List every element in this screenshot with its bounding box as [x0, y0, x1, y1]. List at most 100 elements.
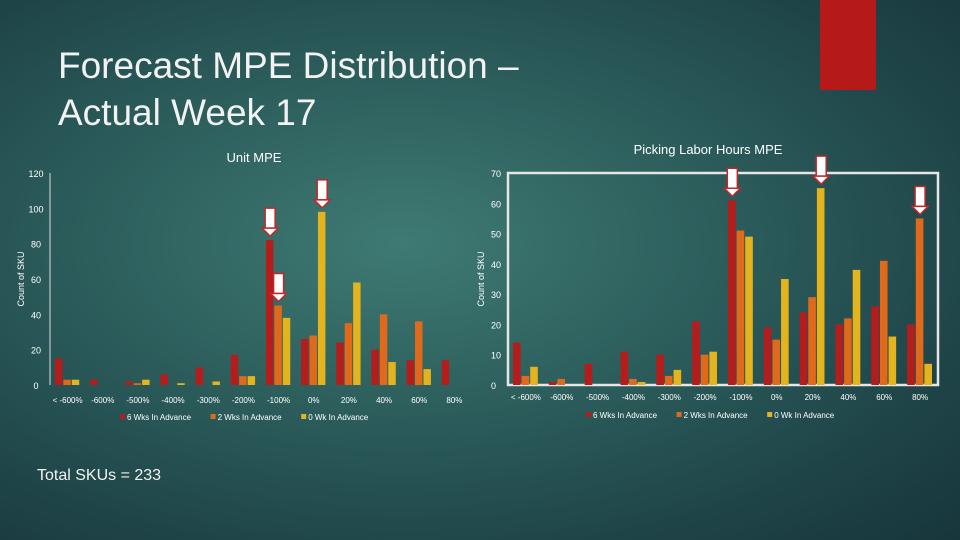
picking-labor-bar	[620, 351, 629, 385]
picking-labor-bar	[692, 321, 700, 385]
unit-mpe-x-tick-label: 40%	[376, 396, 392, 405]
unit-mpe-marker-arrow-head	[260, 227, 280, 238]
unit-mpe-bar	[212, 381, 220, 385]
picking-labor-legend-swatch	[767, 412, 773, 417]
picking-labor-x-tick-label: 20%	[805, 393, 821, 402]
unit-mpe-bar	[388, 362, 396, 385]
unit-mpe-bar	[441, 360, 450, 385]
unit-mpe-x-tick-label: -200%	[232, 396, 255, 405]
unit-mpe-y-axis-label: Count of SKU	[16, 251, 26, 306]
unit-mpe-bar	[423, 369, 431, 385]
picking-labor-bar	[728, 200, 736, 385]
unit-mpe-legend-swatch	[301, 414, 307, 419]
unit-mpe-bar	[282, 317, 291, 385]
picking-labor-bar	[513, 342, 521, 385]
picking-labor-marker-arrow-shaft	[815, 155, 827, 177]
unit-mpe-bar	[133, 383, 142, 385]
picking-labor-bar	[924, 363, 932, 385]
unit-mpe-y-tick-label: 120	[28, 169, 43, 179]
unit-mpe-bar	[274, 305, 282, 385]
slide-title-line-1: Forecast MPE Distribution –	[58, 45, 519, 86]
picking-labor-x-tick-label: -100%	[729, 393, 752, 402]
unit-mpe-bar	[195, 367, 204, 385]
picking-labor-title: Picking Labor Hours MPE	[634, 142, 783, 157]
unit-mpe-x-tick-label: -400%	[162, 396, 185, 405]
picking-labor-bar	[879, 260, 888, 385]
picking-labor-y-axis-label: Count of SKU	[476, 251, 486, 306]
picking-labor-bar	[915, 218, 924, 385]
unit-mpe-bar	[54, 358, 63, 385]
picking-labor-bar	[736, 230, 745, 385]
unit-mpe-y-tick-label: 40	[31, 310, 41, 320]
picking-labor-legend-swatch	[586, 412, 591, 417]
picking-labor-plot-frame	[506, 171, 940, 387]
picking-labor-bar	[808, 297, 816, 385]
unit-mpe-bar	[353, 282, 361, 385]
picking-labor-y-tick-label: 0	[491, 381, 496, 391]
picking-labor-bar	[673, 369, 682, 385]
picking-labor-y-tick-label: 70	[491, 169, 501, 179]
unit-mpe-bar	[371, 349, 379, 385]
picking-labor-bar	[637, 381, 646, 385]
unit-mpe-y-tick-label: 60	[31, 275, 41, 285]
unit-mpe-x-tick-label: 80%	[446, 396, 462, 405]
picking-labor-x-tick-label: -600%	[550, 393, 573, 402]
picking-labor-bar	[781, 279, 789, 385]
picking-labor-bar	[835, 324, 844, 385]
picking-labor-bar	[888, 336, 897, 385]
picking-labor-bar	[548, 381, 557, 385]
slide-title: Forecast MPE Distribution – Actual Week …	[58, 42, 618, 136]
picking-labor-y-tick-label: 30	[491, 290, 501, 300]
unit-mpe-x-tick-label: 60%	[411, 396, 427, 405]
unit-mpe-bar	[379, 314, 388, 385]
unit-mpe-bar	[160, 374, 168, 385]
unit-mpe-bar	[230, 354, 239, 385]
picking-labor-bar	[530, 366, 538, 385]
picking-labor-x-tick-label: 60%	[876, 393, 892, 402]
unit-mpe-marker-arrow-head	[312, 199, 333, 209]
picking-labor-bar	[629, 378, 637, 385]
picking-labor-bar	[852, 269, 861, 385]
unit-mpe-bar	[415, 321, 423, 385]
unit-mpe-bar	[265, 240, 274, 385]
unit-mpe-bar	[239, 376, 247, 385]
picking-labor-marker-arrow-shaft	[914, 185, 926, 208]
unit-mpe-legend-entry: 2 Wks In Advance	[218, 413, 283, 422]
unit-mpe-y-tick-label: 80	[31, 240, 41, 250]
unit-mpe-marker-arrow-head	[268, 292, 289, 303]
picking-labor-bar	[656, 354, 664, 385]
picking-labor-x-tick-label: -500%	[586, 393, 609, 402]
picking-labor-y-tick-label: 10	[491, 351, 501, 361]
picking-labor-marker-arrow-head	[910, 205, 930, 216]
accent-bar	[820, 0, 876, 90]
unit-mpe-x-tick-label: 0%	[308, 396, 320, 405]
picking-labor-y-tick-label: 20	[491, 320, 501, 330]
unit-mpe-title: Unit MPE	[227, 150, 282, 165]
unit-mpe-legend-entry: 6 Wks In Advance	[127, 413, 192, 422]
picking-labor-bar	[521, 375, 530, 385]
picking-labor-bar	[584, 363, 593, 385]
picking-labor-bar	[907, 324, 915, 385]
unit-mpe-bar	[90, 379, 98, 385]
unit-mpe-bar	[247, 376, 256, 385]
unit-mpe-x-tick-label: -500%	[126, 396, 149, 405]
unit-mpe-y-tick-label: 20	[31, 346, 41, 356]
picking-labor-bar	[772, 339, 781, 385]
slide-title-line-2: Actual Week 17	[58, 92, 317, 133]
unit-mpe-bar	[309, 335, 317, 385]
picking-labor-bar	[844, 318, 852, 385]
picking-labor-y-tick-label: 50	[491, 230, 501, 240]
picking-labor-y-tick-label: 60	[491, 199, 501, 209]
picking-labor-x-tick-label: 0%	[771, 393, 783, 402]
picking-labor-y-tick-label: 40	[491, 260, 501, 270]
picking-labor-x-tick-label: -200%	[694, 393, 717, 402]
unit-mpe-y-tick-label: 0	[33, 381, 38, 391]
unit-mpe-x-tick-label: < -600%	[53, 396, 83, 405]
picking-labor-marker-arrow-shaft	[726, 167, 739, 190]
unit-mpe-bar	[142, 379, 150, 385]
unit-mpe-x-tick-label: -300%	[197, 396, 220, 405]
unit-mpe-legend-entry: 0 Wk In Advance	[308, 413, 369, 422]
unit-mpe-bar	[406, 360, 415, 385]
